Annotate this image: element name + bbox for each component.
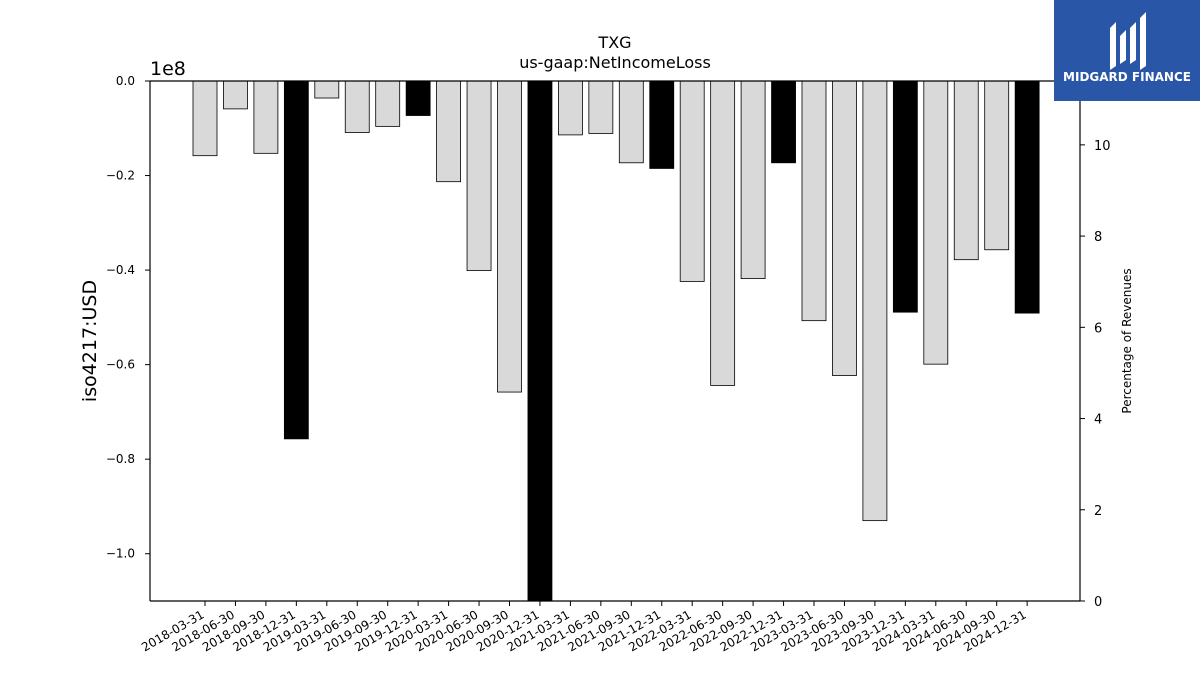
midgard-logo-icon: MIDGARD FINANCE bbox=[1054, 0, 1200, 101]
y2-axis-label: Percentage of Revenues bbox=[1120, 268, 1134, 413]
bar-2020-06-30 bbox=[466, 80, 492, 271]
y2-tick-group: 0 2 4 6 8 10 bbox=[1080, 139, 1111, 610]
bar-2022-03-31 bbox=[679, 80, 705, 282]
brand-name: MIDGARD FINANCE bbox=[1063, 70, 1191, 84]
bar-2021-03-31 bbox=[558, 80, 583, 136]
bar-2018-03-31 bbox=[192, 80, 218, 157]
y-offset-label: 1e8 bbox=[150, 58, 186, 80]
bar-2018-12-31 bbox=[283, 80, 309, 440]
bar-2023-12-31 bbox=[892, 80, 918, 313]
y2-tick-label: 2 bbox=[1094, 504, 1102, 519]
chart-title: TXG bbox=[597, 33, 631, 52]
chart-subtitle: us-gaap:NetIncomeLoss bbox=[519, 53, 711, 72]
bar-2020-03-31 bbox=[436, 80, 462, 183]
bar-2024-03-31 bbox=[923, 80, 949, 365]
y-axis-label: iso4217:USD bbox=[79, 280, 101, 402]
bar-2023-03-31 bbox=[801, 80, 827, 322]
bar-2019-06-30 bbox=[344, 80, 370, 133]
bar-2024-06-30 bbox=[953, 80, 979, 261]
y-tick-label: −0.2 bbox=[106, 169, 135, 183]
bar-2021-09-30 bbox=[618, 80, 644, 164]
bar-2018-06-30 bbox=[223, 80, 248, 110]
y-tick-group: 0.0 −0.2 −0.4 −0.6 −0.8 −1.0 bbox=[106, 74, 150, 561]
y-tick-label: −0.8 bbox=[106, 452, 135, 466]
bar-2023-09-30 bbox=[862, 80, 888, 522]
y-tick-label: −0.6 bbox=[106, 358, 135, 372]
bar-2020-12-31 bbox=[527, 80, 553, 602]
bar-2020-09-30 bbox=[497, 80, 522, 393]
brand-logo: MIDGARD FINANCE bbox=[1054, 0, 1200, 101]
y2-tick-label: 4 bbox=[1094, 413, 1102, 428]
bar-2022-09-30 bbox=[740, 80, 766, 280]
y2-tick-label: 10 bbox=[1094, 139, 1111, 154]
y-tick-label: −0.4 bbox=[106, 263, 135, 277]
y-tick-label: 0.0 bbox=[116, 74, 135, 88]
bar-2021-12-31 bbox=[649, 80, 675, 169]
bar-2022-12-31 bbox=[771, 80, 796, 164]
bar-2018-09-30 bbox=[253, 80, 279, 154]
y2-tick-label: 8 bbox=[1094, 230, 1102, 245]
bar-2024-09-30 bbox=[984, 80, 1010, 251]
y-tick-label: −1.0 bbox=[106, 547, 135, 561]
logo-background bbox=[1054, 0, 1200, 101]
bar-2023-06-30 bbox=[832, 80, 857, 376]
y2-tick-label: 6 bbox=[1094, 321, 1102, 336]
bar-2019-09-30 bbox=[375, 80, 401, 127]
bar-2021-06-30 bbox=[588, 80, 614, 134]
bar-2024-12-31 bbox=[1014, 80, 1040, 314]
bar-2019-12-31 bbox=[405, 80, 431, 116]
bar-2022-06-30 bbox=[710, 80, 736, 386]
bar-group bbox=[192, 80, 1040, 602]
bar-2019-03-31 bbox=[314, 80, 340, 99]
x-tick-group: 2018-03-312018-06-302018-09-302018-12-31… bbox=[139, 601, 1029, 654]
logo-mark bbox=[1110, 12, 1146, 70]
y2-tick-label: 0 bbox=[1094, 595, 1102, 610]
